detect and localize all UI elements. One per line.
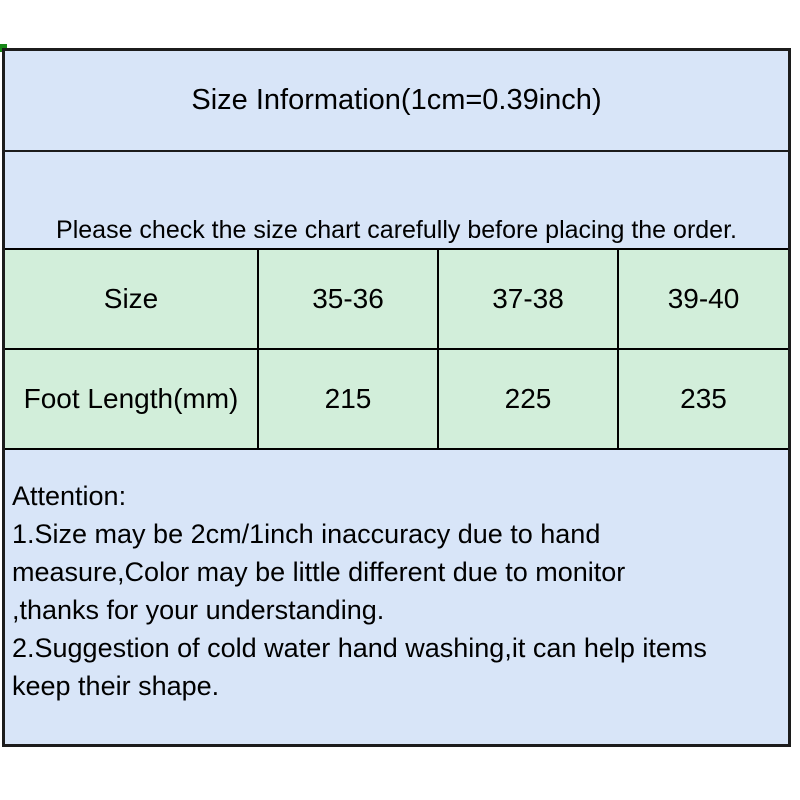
table-cell-footlength-2: 225 xyxy=(439,350,619,450)
attention-line-3: ,thanks for your understanding. xyxy=(12,595,385,625)
attention-heading: Attention: xyxy=(12,481,127,511)
attention-line-5: keep their shape. xyxy=(12,671,220,701)
page-title: Size Information(1cm=0.39inch) xyxy=(191,84,602,116)
table-row-header-size: Size xyxy=(5,250,259,350)
notice-text: Please check the size chart carefully be… xyxy=(56,216,737,244)
attention-line-4: 2.Suggestion of cold water hand washing,… xyxy=(12,633,707,663)
table-cell-size-3: 39-40 xyxy=(619,250,788,350)
notice-section: Please check the size chart carefully be… xyxy=(5,152,788,248)
size-table: Size 35-36 37-38 39-40 Foot Length(mm) 2… xyxy=(5,248,788,450)
title-section: Size Information(1cm=0.39inch) xyxy=(5,51,788,152)
table-cell-footlength-1: 215 xyxy=(259,350,439,450)
attention-line-2: measure,Color may be little different du… xyxy=(12,557,626,587)
table-cell-size-1: 35-36 xyxy=(259,250,439,350)
table-cell-size-2: 37-38 xyxy=(439,250,619,350)
size-info-panel: Size Information(1cm=0.39inch) Please ch… xyxy=(2,48,791,747)
attention-section: Attention: 1.Size may be 2cm/1inch inacc… xyxy=(5,450,788,744)
attention-line-1: 1.Size may be 2cm/1inch inaccuracy due t… xyxy=(12,519,601,549)
table-row-header-foot-length: Foot Length(mm) xyxy=(5,350,259,450)
table-cell-footlength-3: 235 xyxy=(619,350,788,450)
